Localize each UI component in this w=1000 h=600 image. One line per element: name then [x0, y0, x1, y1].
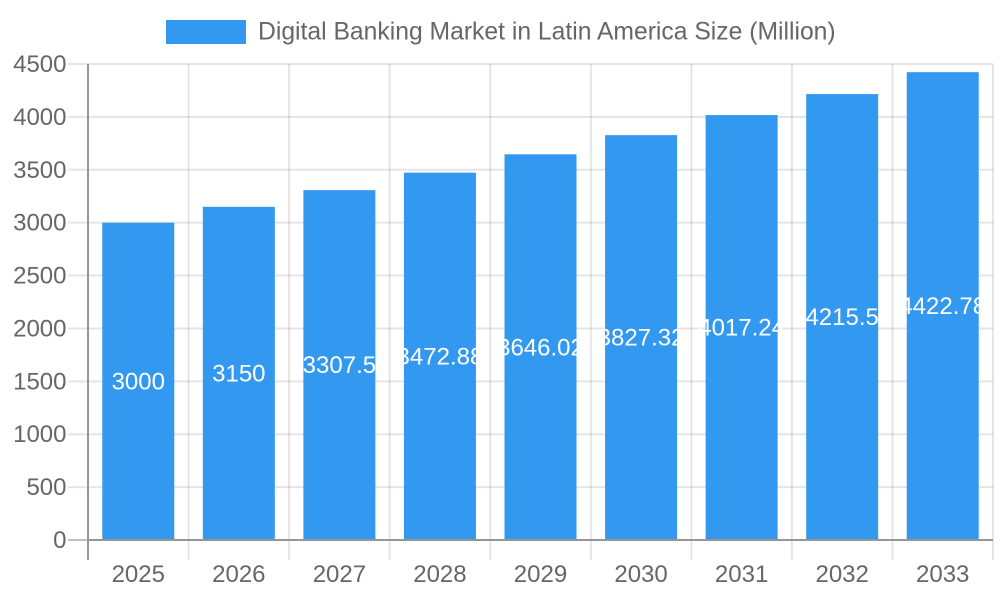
svg-text:2030: 2030 — [614, 561, 667, 588]
svg-text:3000: 3000 — [13, 210, 66, 237]
svg-text:2032: 2032 — [815, 561, 868, 588]
svg-text:Digital Banking Market in Lati: Digital Banking Market in Latin America … — [258, 19, 836, 46]
svg-text:3150: 3150 — [212, 361, 265, 388]
svg-text:2025: 2025 — [112, 561, 165, 588]
svg-text:2033: 2033 — [916, 561, 969, 588]
svg-text:3827.32: 3827.32 — [598, 325, 685, 352]
svg-text:4000: 4000 — [13, 104, 66, 131]
svg-text:2500: 2500 — [13, 263, 66, 290]
svg-text:3646.02: 3646.02 — [497, 334, 584, 361]
svg-text:3307.5: 3307.5 — [303, 352, 376, 379]
svg-text:4215.5: 4215.5 — [805, 304, 878, 331]
svg-text:4500: 4500 — [13, 51, 66, 78]
svg-text:1500: 1500 — [13, 368, 66, 395]
svg-text:3000: 3000 — [112, 368, 165, 395]
svg-text:0: 0 — [53, 527, 66, 554]
svg-text:2031: 2031 — [715, 561, 768, 588]
svg-text:4017.24: 4017.24 — [698, 315, 785, 342]
svg-text:2027: 2027 — [313, 561, 366, 588]
svg-text:1000: 1000 — [13, 421, 66, 448]
svg-text:3472.88: 3472.88 — [397, 343, 484, 370]
svg-text:2026: 2026 — [212, 561, 265, 588]
svg-text:2028: 2028 — [413, 561, 466, 588]
svg-text:2029: 2029 — [514, 561, 567, 588]
svg-text:3500: 3500 — [13, 157, 66, 184]
svg-text:500: 500 — [26, 474, 66, 501]
svg-text:2000: 2000 — [13, 315, 66, 342]
svg-text:4422.78: 4422.78 — [899, 293, 986, 320]
